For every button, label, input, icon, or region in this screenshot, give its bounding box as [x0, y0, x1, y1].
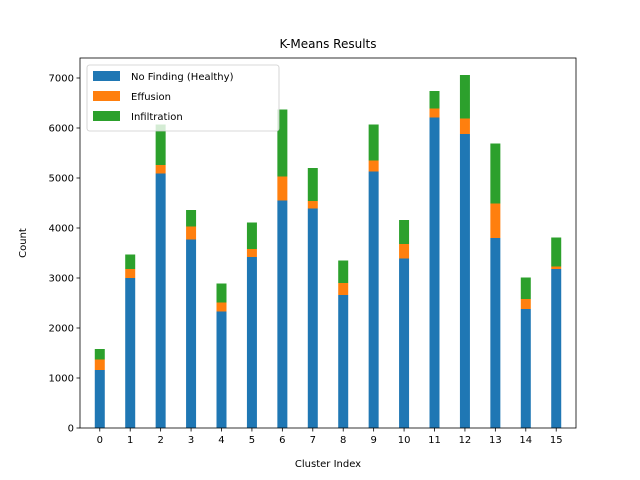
- bar-no-finding-healthy-cluster-10: [399, 258, 410, 428]
- bar-infiltration-cluster-4: [216, 283, 227, 303]
- bar-no-finding-healthy-cluster-8: [338, 295, 349, 428]
- bar-effusion-cluster-7: [307, 201, 318, 209]
- bar-no-finding-healthy-cluster-11: [429, 117, 440, 428]
- bar-effusion-cluster-0: [94, 359, 105, 370]
- bar-infiltration-cluster-6: [277, 109, 288, 177]
- y-tick-label: 2000: [49, 324, 74, 335]
- bar-effusion-cluster-12: [459, 118, 470, 134]
- bar-effusion-cluster-14: [520, 299, 531, 309]
- bar-no-finding-healthy-cluster-6: [277, 200, 288, 428]
- bar-infiltration-cluster-11: [429, 91, 440, 109]
- bar-infiltration-cluster-5: [246, 222, 257, 249]
- bar-infiltration-cluster-15: [551, 237, 562, 267]
- bar-effusion-cluster-4: [216, 302, 227, 312]
- bar-infiltration-cluster-8: [338, 260, 349, 283]
- x-tick-label: 12: [459, 435, 472, 446]
- bar-no-finding-healthy-cluster-0: [94, 370, 105, 428]
- bar-infiltration-cluster-9: [368, 124, 379, 161]
- y-tick-label: 0: [68, 424, 74, 435]
- legend-swatch: [93, 91, 120, 101]
- bar-no-finding-healthy-cluster-12: [459, 134, 470, 428]
- bar-effusion-cluster-13: [490, 203, 501, 238]
- legend-swatch: [93, 71, 120, 81]
- y-tick-label: 4000: [49, 224, 74, 235]
- bar-effusion-cluster-10: [399, 244, 410, 259]
- x-tick-label: 15: [550, 435, 563, 446]
- bar-effusion-cluster-2: [155, 165, 166, 174]
- bar-effusion-cluster-1: [125, 269, 136, 278]
- y-tick-label: 5000: [49, 174, 74, 185]
- bar-effusion-cluster-5: [246, 249, 257, 257]
- x-tick-label: 10: [398, 435, 411, 446]
- bar-infiltration-cluster-10: [399, 220, 410, 244]
- y-tick-label: 1000: [49, 374, 74, 385]
- bar-effusion-cluster-11: [429, 108, 440, 118]
- y-axis-title: Count: [18, 228, 29, 258]
- bar-no-finding-healthy-cluster-2: [155, 173, 166, 428]
- y-tick-label: 7000: [49, 74, 74, 85]
- bar-infiltration-cluster-1: [125, 254, 136, 269]
- bar-effusion-cluster-8: [338, 283, 349, 295]
- bars-layer: [94, 75, 562, 428]
- legend-label: No Finding (Healthy): [131, 72, 234, 83]
- x-tick-label: 0: [97, 435, 103, 446]
- bar-no-finding-healthy-cluster-14: [520, 309, 531, 428]
- x-tick-label: 14: [519, 435, 532, 446]
- bar-infiltration-cluster-13: [490, 143, 501, 204]
- bar-effusion-cluster-6: [277, 176, 288, 201]
- y-axis: 0 1000 2000 3000 4000 5000 6000 7000: [49, 74, 80, 435]
- x-axis-title: Cluster Index: [295, 459, 361, 470]
- bar-no-finding-healthy-cluster-4: [216, 311, 227, 428]
- bar-no-finding-healthy-cluster-13: [490, 238, 501, 428]
- plot-frame: [79, 57, 577, 429]
- x-tick-label: 3: [188, 435, 194, 446]
- bar-no-finding-healthy-cluster-3: [186, 239, 197, 428]
- bar-effusion-cluster-9: [368, 160, 379, 172]
- legend-box: [86, 64, 280, 132]
- bar-effusion-cluster-3: [186, 226, 197, 240]
- legend-swatch: [93, 111, 120, 121]
- legend-label: Infiltration: [131, 112, 183, 123]
- bar-no-finding-healthy-cluster-5: [246, 257, 257, 428]
- legend: No Finding (Healthy) Effusion Infiltration: [86, 64, 280, 132]
- bar-infiltration-cluster-3: [186, 210, 197, 227]
- bar-infiltration-cluster-14: [520, 277, 531, 299]
- x-tick-label: 6: [279, 435, 285, 446]
- x-tick-label: 11: [428, 435, 441, 446]
- bar-infiltration-cluster-12: [459, 75, 470, 119]
- x-axis: 0 1 2 3 4 5 6 7 8 9 10 11 12 13 14 15: [97, 428, 563, 446]
- x-tick-label: 5: [249, 435, 255, 446]
- y-tick-label: 6000: [49, 124, 74, 135]
- x-tick-label: 1: [127, 435, 133, 446]
- bar-effusion-cluster-15: [551, 266, 562, 269]
- chart-title: K-Means Results: [279, 37, 376, 51]
- bar-no-finding-healthy-cluster-1: [125, 278, 136, 428]
- y-tick-label: 3000: [49, 274, 74, 285]
- x-tick-label: 4: [218, 435, 224, 446]
- x-tick-label: 2: [157, 435, 163, 446]
- bar-no-finding-healthy-cluster-9: [368, 171, 379, 428]
- bar-infiltration-cluster-7: [307, 168, 318, 201]
- x-tick-label: 8: [340, 435, 346, 446]
- legend-label: Effusion: [131, 92, 171, 103]
- bar-infiltration-cluster-2: [155, 124, 166, 165]
- x-tick-label: 7: [310, 435, 316, 446]
- bar-infiltration-cluster-0: [94, 349, 105, 360]
- x-tick-label: 13: [489, 435, 502, 446]
- bar-no-finding-healthy-cluster-7: [307, 208, 318, 428]
- bar-no-finding-healthy-cluster-15: [551, 269, 562, 428]
- x-tick-label: 9: [370, 435, 376, 446]
